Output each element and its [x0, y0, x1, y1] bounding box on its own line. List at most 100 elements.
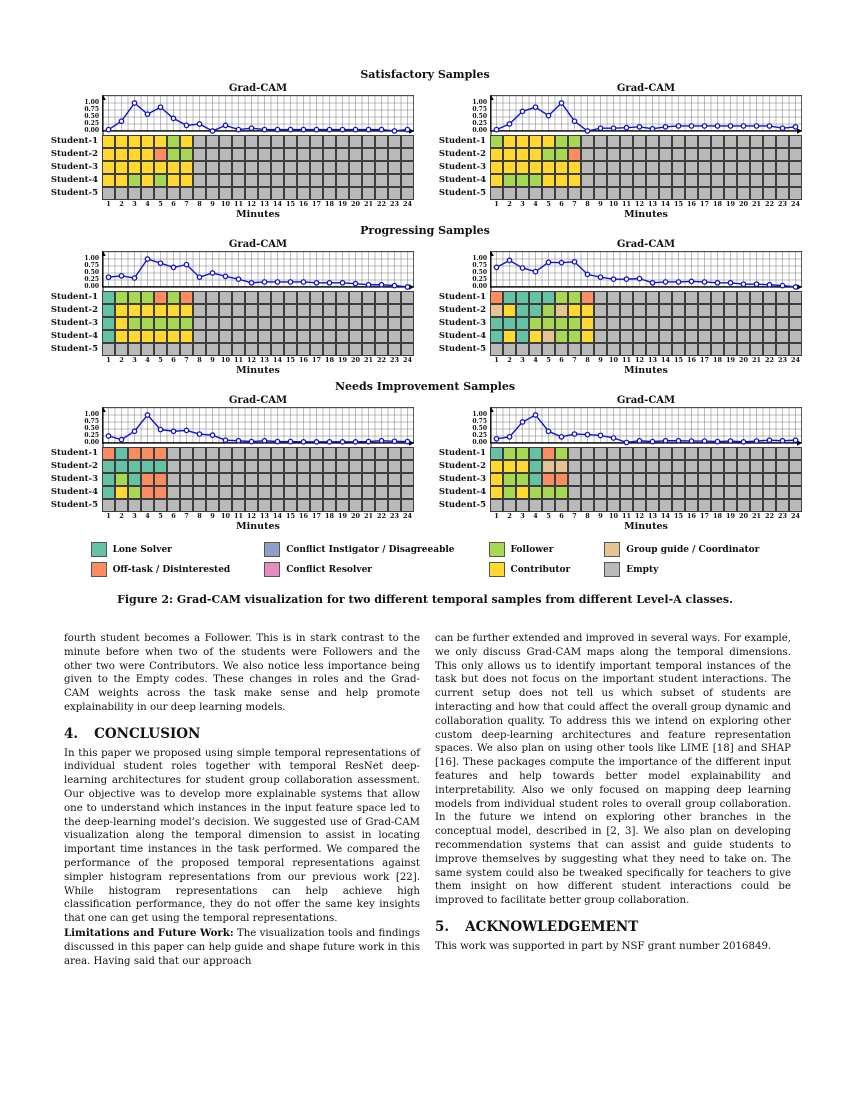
x-tick-label: 14: [660, 200, 671, 208]
y-tick-label: 0.75: [472, 262, 487, 269]
heatmap-cell-ls: [529, 447, 542, 460]
heatmap-cell-e: [401, 460, 414, 473]
heatmap-cell-e: [711, 161, 724, 174]
gradcam-line-chart: [102, 95, 414, 135]
heatmap-cell-e: [724, 187, 737, 200]
heatmap-cell-e: [206, 174, 219, 187]
heatmap-cell-e: [349, 460, 362, 473]
heatmap-cell-e: [776, 499, 789, 512]
heatmap-cell-e: [245, 460, 258, 473]
heatmap-cell-f: [516, 473, 529, 486]
heatmap-cell-e: [258, 304, 271, 317]
heatmap-cell-e: [362, 447, 375, 460]
heatmap-cell-c: [128, 330, 141, 343]
limitations-text: The visualization tools and findings dis…: [64, 927, 420, 967]
heatmap-cell-f: [115, 473, 128, 486]
chart-needs-improvement-right: Grad-CAM 1.00 0.75 0.50 0.25 0.00 Student-1 Stu…: [436, 395, 802, 532]
heatmap-cell-g: [490, 304, 503, 317]
heatmap-cell-c: [115, 148, 128, 161]
heatmap-cell-ot: [141, 473, 154, 486]
heatmap-cell-e: [737, 330, 750, 343]
heatmap-cell-e: [750, 304, 763, 317]
heatmap-cell-e: [737, 447, 750, 460]
body-paragraph: can be further extended and improved in …: [435, 633, 791, 907]
x-tick-label: 12: [634, 356, 645, 364]
x-tick-label: 14: [272, 200, 283, 208]
heatmap-cell-e: [219, 174, 232, 187]
heatmap-cell-ls: [516, 291, 529, 304]
heatmap-cell-e: [724, 473, 737, 486]
heatmap-cell-e: [323, 174, 336, 187]
heatmap-cell-e: [685, 135, 698, 148]
heatmap-cell-e: [336, 499, 349, 512]
x-tick-label: 6: [559, 200, 564, 208]
body-paragraph-limitations: Limitations and Future Work: The visuali…: [64, 927, 420, 968]
heatmap-cell-e: [297, 343, 310, 356]
heatmap-cell-e: [646, 161, 659, 174]
heatmap-cell-e: [310, 317, 323, 330]
heatmap-cell-e: [763, 486, 776, 499]
heatmap-cell-e: [789, 486, 802, 499]
heatmap-cell-e: [698, 148, 711, 161]
heatmap-cell-e: [375, 135, 388, 148]
section-number: 4.: [64, 725, 79, 742]
heatmap-cell-e: [336, 330, 349, 343]
heatmap-cell-e: [193, 473, 206, 486]
x-tick-label: 13: [259, 356, 270, 364]
heatmap-cell-e: [568, 187, 581, 200]
heatmap-cell-ot: [568, 148, 581, 161]
heatmap-cell-e: [724, 161, 737, 174]
y-tick-label: 0.75: [472, 106, 487, 113]
heatmap-cell-ls: [154, 460, 167, 473]
heatmap-cell-e: [698, 317, 711, 330]
heatmap-cell-e: [362, 330, 375, 343]
heatmap-cell-e: [271, 343, 284, 356]
student-label: Student-5: [438, 500, 486, 510]
heatmap-cell-e: [737, 161, 750, 174]
x-tick-label: 8: [585, 356, 590, 364]
heatmap-cell-e: [581, 161, 594, 174]
heatmap-cell-e: [310, 486, 323, 499]
heatmap-cell-e: [659, 174, 672, 187]
y-tick-label: 0.75: [84, 262, 99, 269]
y-tick-label: 0.25: [84, 276, 99, 283]
heatmap-cell-ot: [141, 486, 154, 499]
heatmap-cell-e: [219, 473, 232, 486]
heatmap-cell-f: [529, 317, 542, 330]
y-tick-label: 0.25: [84, 432, 99, 439]
heatmap-cell-e: [646, 473, 659, 486]
role-heatmap: [102, 291, 414, 356]
legend-label: Conflict Resolver: [286, 564, 373, 575]
heatmap-cell-e: [141, 499, 154, 512]
heatmap-cell-e: [388, 460, 401, 473]
heatmap-cell-e: [232, 330, 245, 343]
heatmap-cell-e: [219, 304, 232, 317]
heatmap-cell-c: [568, 174, 581, 187]
x-tick-labels: 1 2 3 4 5 6 7 8 9 10 11 12 13 14 15 16 17 18 19 20 21 22 23 24: [102, 356, 414, 365]
y-tick-label: 0.75: [84, 418, 99, 425]
heatmap-cell-e: [620, 499, 633, 512]
heatmap-cell-e: [310, 135, 323, 148]
y-tick-label: 0.00: [84, 127, 99, 134]
heatmap-cell-e: [672, 486, 685, 499]
heatmap-cell-e: [297, 473, 310, 486]
heatmap-cell-e: [232, 148, 245, 161]
section-header: Needs Improvement Samples: [334, 380, 516, 393]
heatmap-cell-e: [633, 317, 646, 330]
heatmap-cell-e: [516, 187, 529, 200]
heatmap-cell-e: [750, 447, 763, 460]
heatmap-cell-e: [232, 174, 245, 187]
heatmap-cell-e: [388, 447, 401, 460]
heatmap-cell-c: [154, 330, 167, 343]
heatmap-cell-e: [245, 161, 258, 174]
heatmap-cell-e: [750, 460, 763, 473]
x-tick-label: 7: [572, 512, 577, 520]
heatmap-cell-c: [542, 174, 555, 187]
heatmap-cell-e: [776, 447, 789, 460]
chart-body: 1.00 0.75 0.50 0.25 0.00 Student-1 Student-2 St…: [436, 95, 802, 220]
heatmap-cell-e: [659, 343, 672, 356]
heatmap-cell-ot: [128, 447, 141, 460]
heatmap-cell-c: [128, 148, 141, 161]
x-tick-label: 11: [233, 200, 244, 208]
heatmap-cell-e: [388, 291, 401, 304]
